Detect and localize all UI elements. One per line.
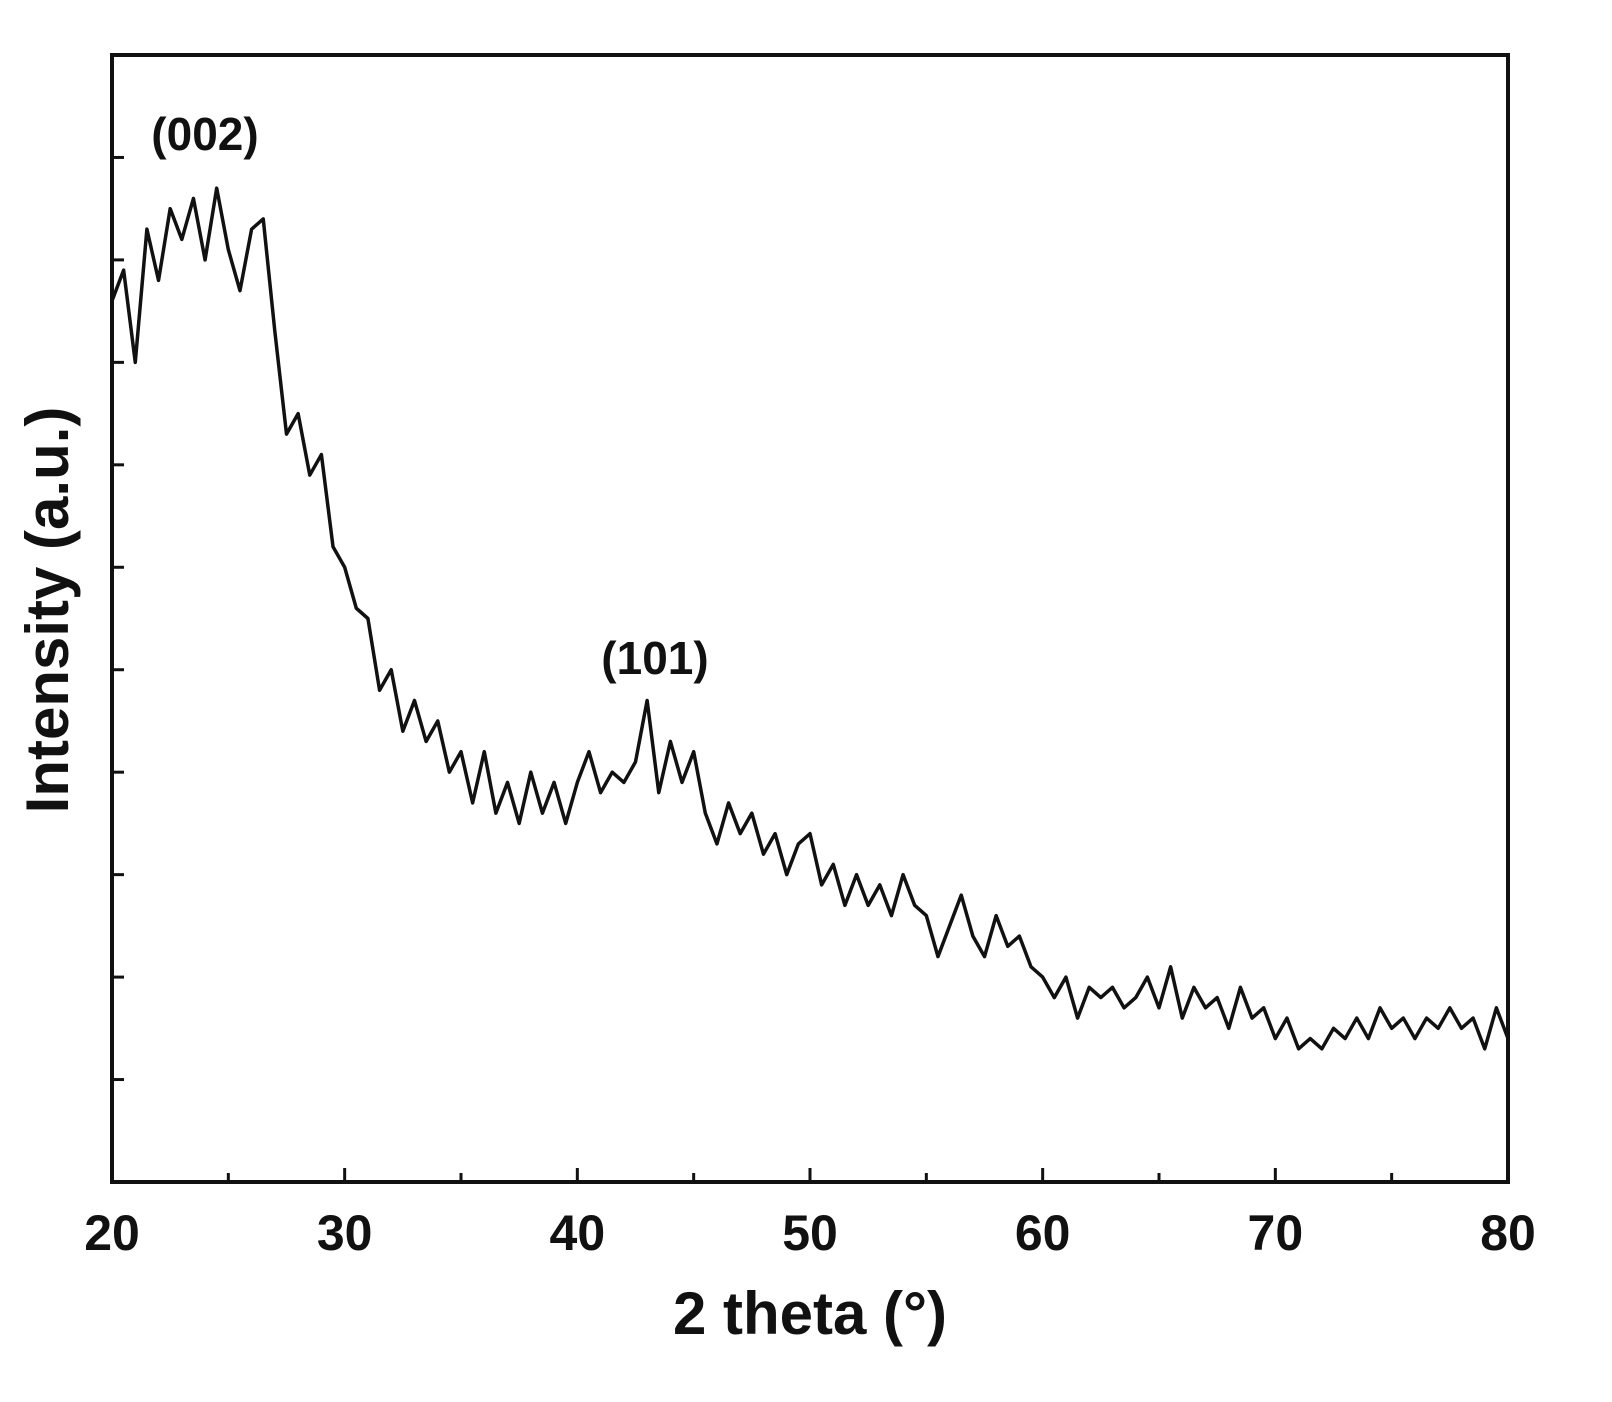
data-line	[110, 186, 1510, 1051]
peak-annotation: (101)	[601, 632, 708, 684]
x-axis-title: 2 theta (°)	[673, 1280, 947, 1347]
y-axis-title: Intensity (a.u.)	[14, 407, 81, 814]
plot-frame	[110, 53, 1510, 1184]
x-tick-label: 50	[782, 1205, 838, 1261]
x-tick-label: 70	[1248, 1205, 1304, 1261]
x-tick-label: 20	[84, 1205, 140, 1261]
x-tick-label: 30	[317, 1205, 373, 1261]
x-tick-label: 60	[1015, 1205, 1071, 1261]
x-tick-label: 80	[1480, 1205, 1536, 1261]
peak-annotation: (002)	[151, 108, 258, 160]
x-tick-label: 40	[550, 1205, 606, 1261]
